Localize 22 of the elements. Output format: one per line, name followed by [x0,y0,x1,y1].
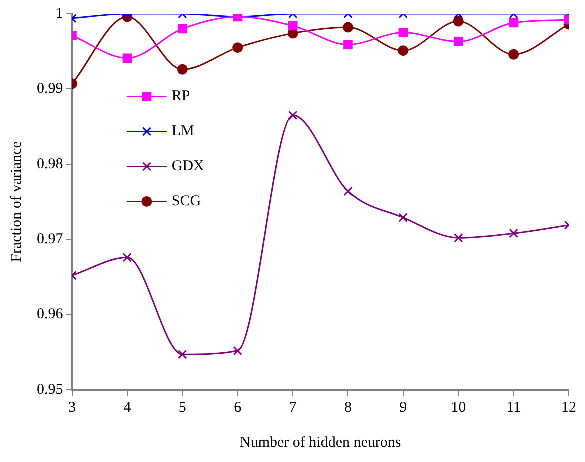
legend-label: GDX [172,158,205,175]
x-tick-label: 11 [506,400,522,416]
legend-label: SCG [172,194,202,210]
y-axis-title: Fraction of variance [8,141,25,262]
y-tick-label: 1 [56,6,64,22]
y-tick-label: 0.96 [37,306,64,323]
x-axis-title: Number of hidden neurons [240,434,402,451]
y-tick-label: 0.95 [37,382,64,398]
x-tick-label: 10 [451,400,466,416]
x-tick-label: 5 [178,400,186,416]
x-tick-label: 9 [400,400,408,416]
x-tick-label: 4 [124,400,132,416]
x-tick-label: 6 [234,400,242,416]
x-tick-label: 12 [562,400,576,416]
y-tick-label: 0.97 [37,232,64,248]
x-tick-label: 7 [289,400,298,416]
legend-label: RP [172,88,190,105]
y-tick-label: 0.99 [37,81,64,98]
x-tick-label: 3 [68,400,76,416]
legend-label: LM [172,124,194,140]
x-tick-label: 8 [344,400,352,416]
y-tick-label: 0.98 [37,156,64,172]
